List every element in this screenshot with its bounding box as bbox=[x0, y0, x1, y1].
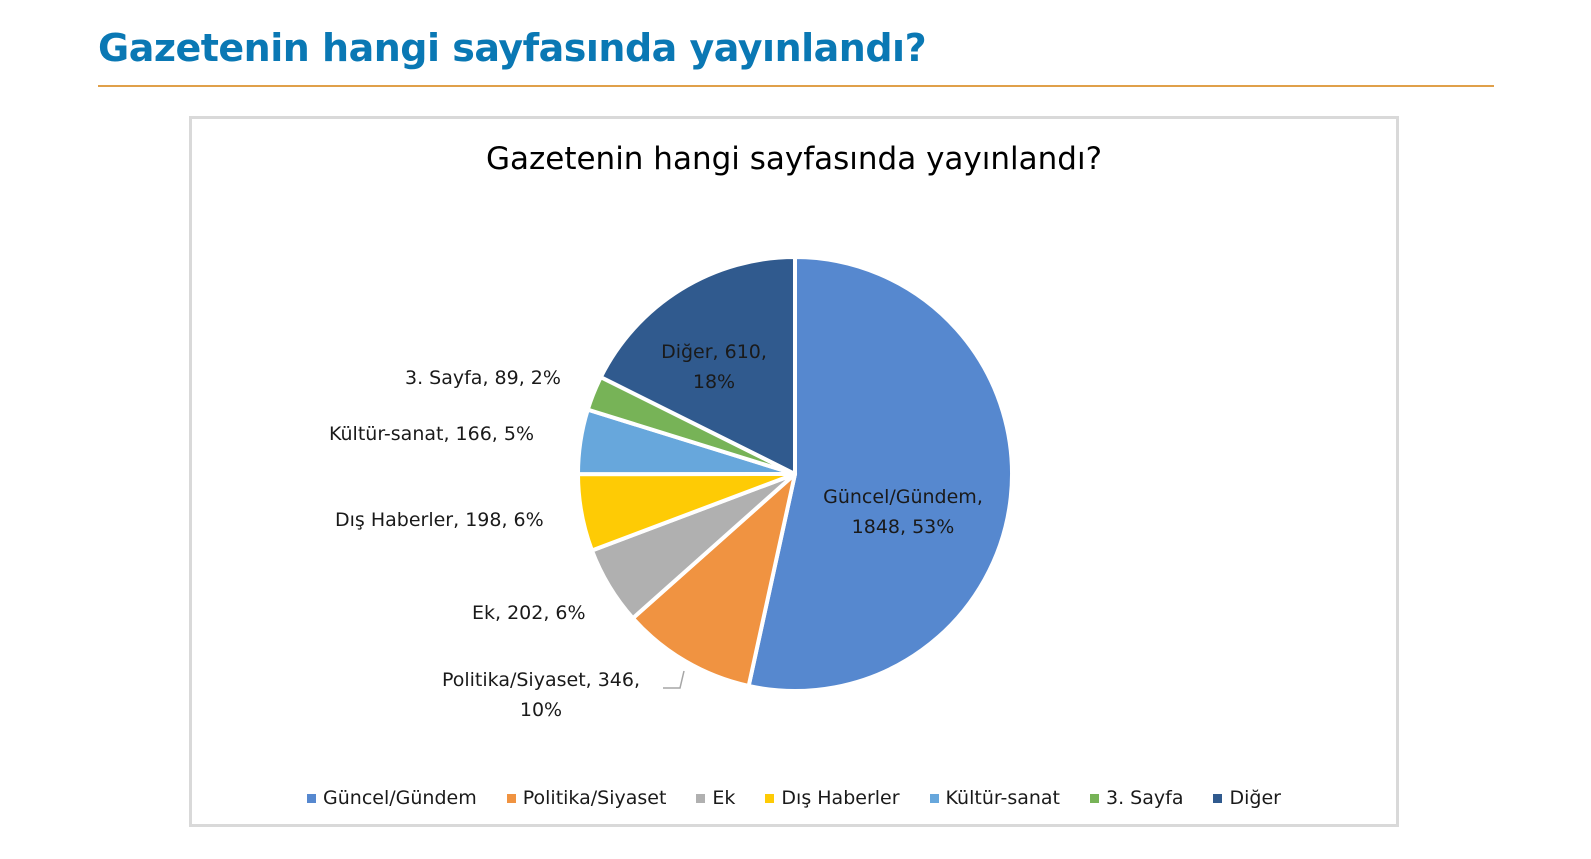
legend-item: Güncel/Gündem bbox=[307, 787, 477, 809]
title-divider bbox=[98, 85, 1494, 87]
label-dis-haberler: Dış Haberler, 198, 6% bbox=[335, 509, 544, 531]
legend-item: Politika/Siyaset bbox=[506, 787, 667, 809]
legend-swatch-icon bbox=[1213, 793, 1223, 803]
chart-title: Gazetenin hangi sayfasında yayınlandı? bbox=[485, 141, 1103, 177]
legend-swatch-icon bbox=[765, 793, 775, 803]
legend-item: Dış Haberler bbox=[765, 787, 900, 809]
label-ek: Ek, 202, 6% bbox=[472, 602, 586, 624]
legend-item: Ek bbox=[696, 787, 735, 809]
legend-label: Politika/Siyaset bbox=[522, 787, 667, 809]
chart-frame: Gazetenin hangi sayfasında yayınlandı? G… bbox=[189, 116, 1399, 827]
legend-label: Ek bbox=[712, 787, 736, 809]
legend-swatch-icon bbox=[506, 793, 516, 803]
legend-label: Güncel/Gündem bbox=[323, 787, 477, 809]
legend-swatch-icon bbox=[1090, 793, 1100, 803]
label-kultur-sanat: Kültür-sanat, 166, 5% bbox=[329, 423, 535, 445]
label-diger: Diğer, 610, 18% bbox=[661, 341, 767, 393]
pie-slice-güncel-gündem bbox=[746, 255, 1015, 693]
legend-swatch-icon bbox=[307, 793, 317, 803]
legend-swatch-icon bbox=[696, 793, 706, 803]
legend-item: Kültür-sanat bbox=[929, 787, 1061, 809]
legend-label: Kültür-sanat bbox=[945, 787, 1061, 809]
label-politika: Politika/Siyaset, 346, 10% bbox=[441, 669, 641, 721]
label-guncel: Güncel/Gündem, 1848, 53% bbox=[823, 486, 983, 538]
chart-legend: Güncel/Gündem Politika/Siyaset Ek Dış Haber… bbox=[192, 787, 1396, 809]
leader-line bbox=[663, 670, 685, 689]
legend-item: 3. Sayfa bbox=[1090, 787, 1183, 809]
legend-item: Diğer bbox=[1213, 787, 1281, 809]
pie-slice-politika-siyaset bbox=[630, 472, 797, 688]
legend-swatch-icon bbox=[929, 793, 939, 803]
pie-chart bbox=[575, 255, 1015, 693]
legend-label: Dış Haberler bbox=[781, 787, 900, 809]
legend-label: Diğer bbox=[1229, 787, 1281, 809]
legend-label: 3. Sayfa bbox=[1106, 787, 1184, 809]
label-3-sayfa: 3. Sayfa, 89, 2% bbox=[405, 367, 561, 389]
page-title: Gazetenin hangi sayfasında yayınlandı? bbox=[98, 26, 927, 70]
pie-slice-diğer bbox=[598, 255, 797, 476]
